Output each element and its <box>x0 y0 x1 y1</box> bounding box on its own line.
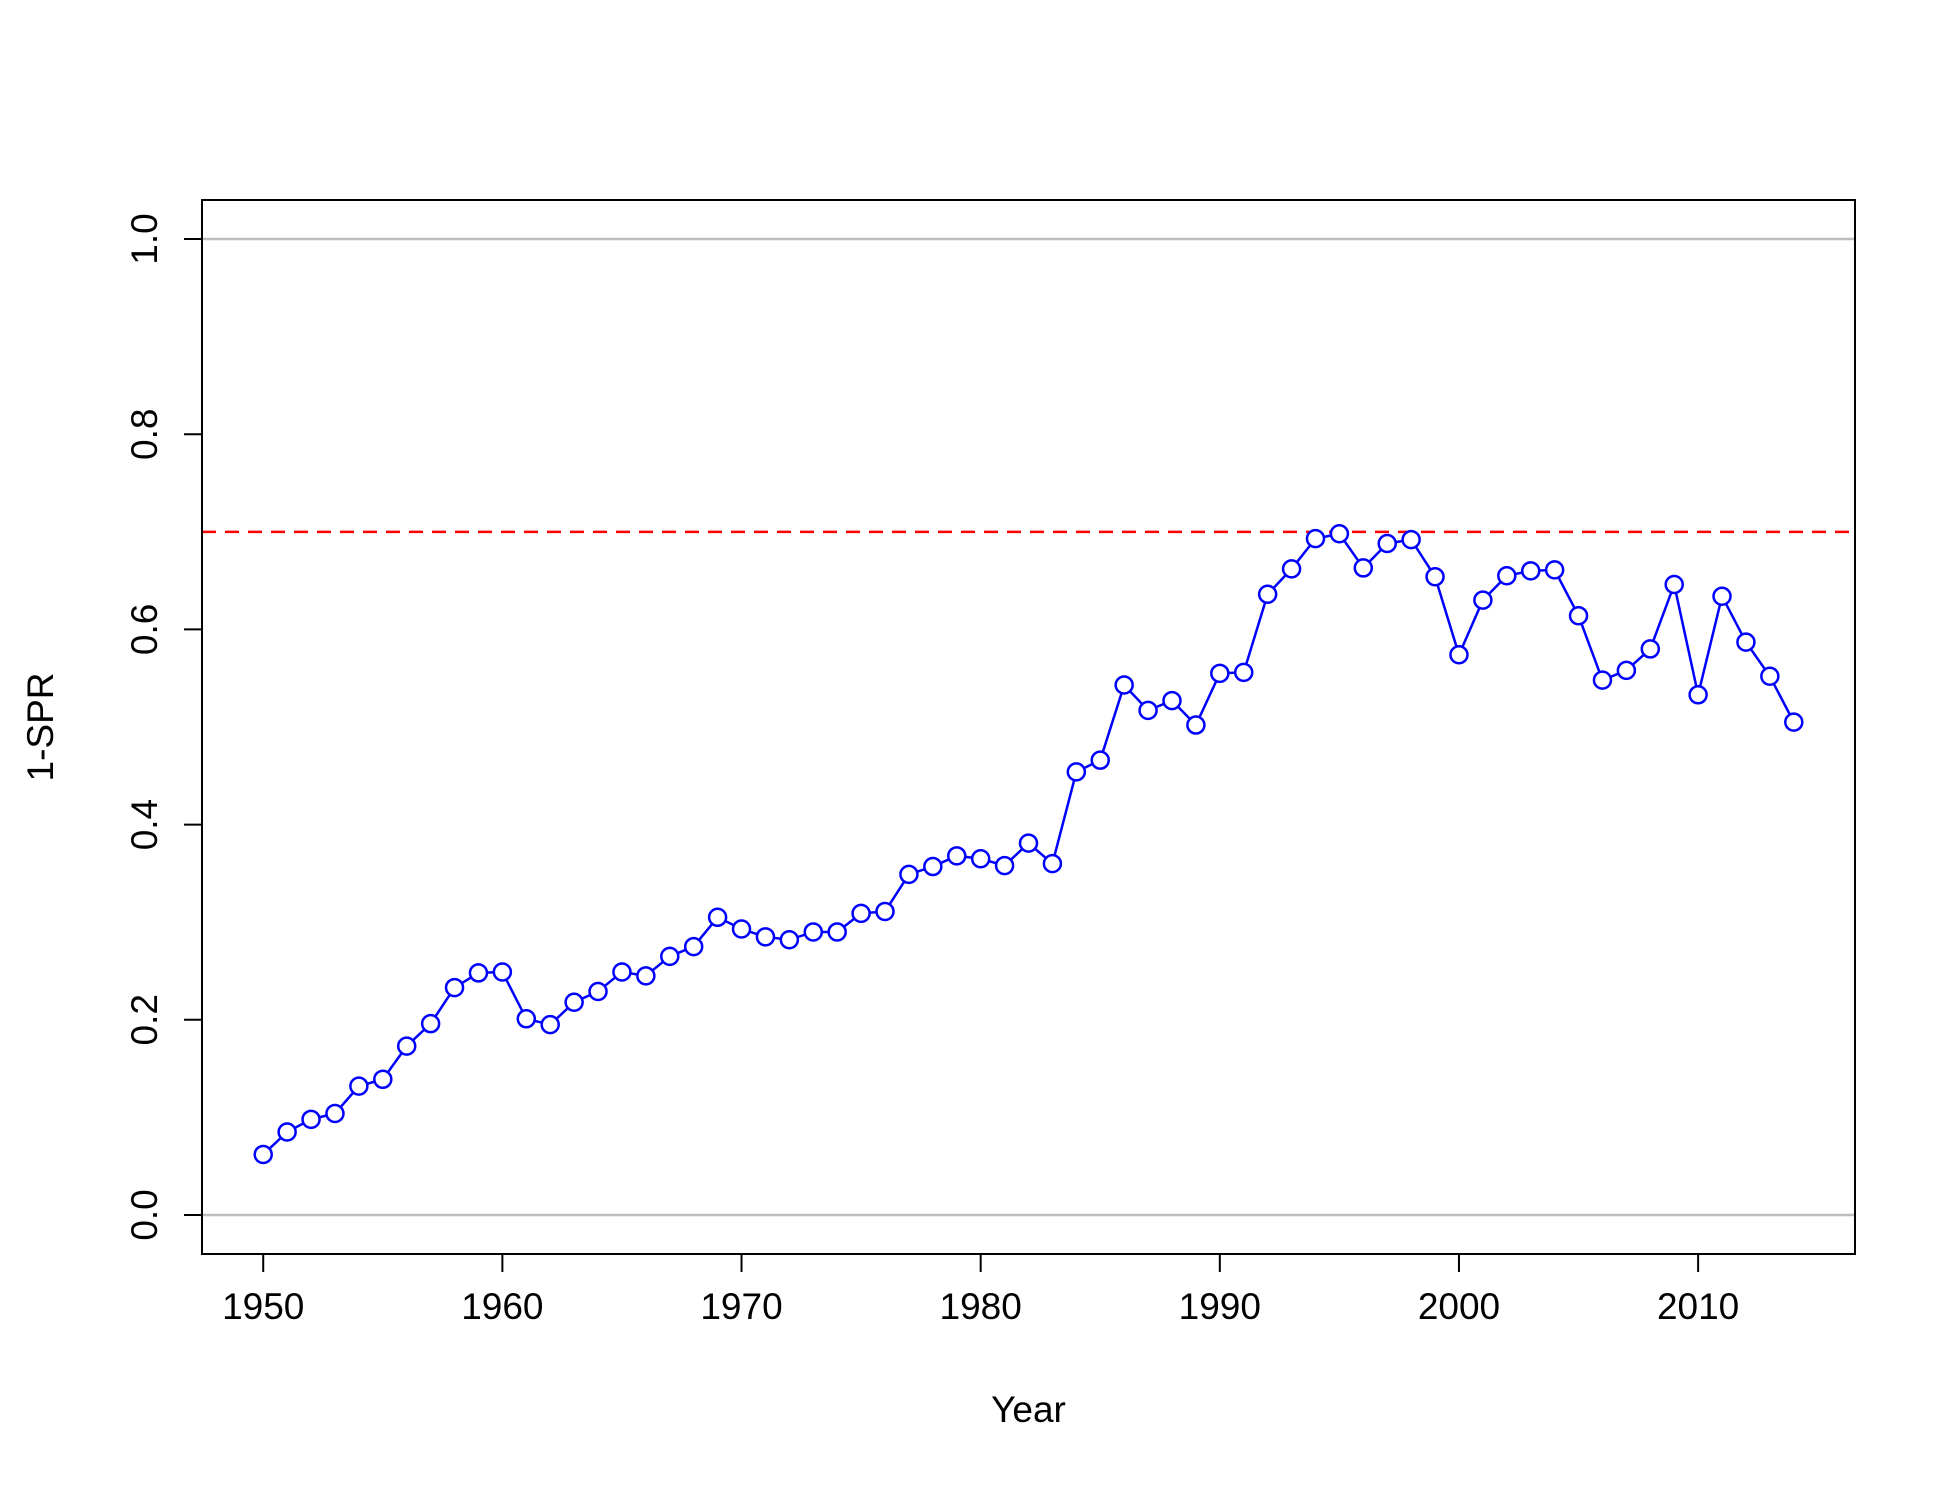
data-point <box>731 919 752 939</box>
data-point <box>253 1144 273 1165</box>
data-point <box>875 901 895 922</box>
data-point <box>373 1069 393 1090</box>
data-point <box>1616 660 1637 681</box>
data-point <box>1449 645 1469 665</box>
data-point <box>1473 590 1493 610</box>
data-point <box>660 946 680 967</box>
x-tick-label: 2000 <box>1418 1286 1500 1327</box>
data-point <box>1688 685 1708 705</box>
data-point <box>1090 750 1110 770</box>
y-tick-label: 0.2 <box>124 994 165 1045</box>
x-axis: 1950 1960 1970 1980 1990 2000 2010 <box>222 1253 1739 1327</box>
data-point <box>1329 524 1350 544</box>
data-point <box>1640 639 1661 659</box>
data-point <box>707 907 728 928</box>
data-point <box>1784 712 1804 732</box>
series-layer <box>253 524 1804 1165</box>
data-point <box>1736 632 1756 652</box>
data-point <box>277 1122 297 1142</box>
data-point <box>1377 533 1397 554</box>
series-0 <box>253 524 1804 1165</box>
data-point <box>612 962 632 982</box>
data-point <box>755 927 776 947</box>
data-point <box>1138 700 1158 721</box>
x-tick-label: 1990 <box>1179 1286 1261 1327</box>
data-point <box>803 922 824 942</box>
data-point <box>1018 833 1039 853</box>
data-point <box>1401 529 1421 550</box>
data-point <box>1497 565 1517 586</box>
data-point <box>779 930 800 950</box>
data-point <box>1042 853 1063 874</box>
reference-lines <box>202 237 1855 1217</box>
data-point <box>420 1013 441 1034</box>
data-point <box>1186 715 1206 735</box>
data-point <box>1664 574 1684 595</box>
data-point <box>923 856 943 877</box>
data-point <box>1425 566 1445 587</box>
x-tick-label: 1970 <box>700 1286 782 1327</box>
data-point <box>1114 675 1134 695</box>
data-point <box>444 977 465 998</box>
y-tick-label: 0.4 <box>124 799 165 850</box>
data-point <box>325 1103 345 1124</box>
data-point <box>1544 560 1565 580</box>
data-point <box>540 1014 560 1035</box>
data-point <box>636 966 656 986</box>
data-point <box>516 1009 537 1029</box>
data-point <box>564 992 584 1012</box>
data-point <box>947 846 967 866</box>
y-axis: 0.0 0.2 0.4 0.6 0.8 1.0 <box>124 213 203 1241</box>
y-tick-label: 0.6 <box>124 604 165 655</box>
data-point <box>851 903 871 924</box>
data-point <box>1210 663 1230 684</box>
data-point <box>1760 666 1780 687</box>
data-point <box>1568 605 1589 626</box>
data-point <box>588 981 608 1002</box>
x-tick-label: 1960 <box>461 1286 543 1327</box>
data-point <box>994 855 1015 876</box>
data-point <box>1281 559 1302 579</box>
data-point <box>492 962 513 982</box>
data-point <box>1592 670 1613 690</box>
x-tick-label: 2010 <box>1657 1286 1739 1327</box>
data-point <box>1162 690 1182 711</box>
data-point <box>899 864 919 885</box>
x-tick-label: 1950 <box>222 1286 304 1327</box>
data-point <box>1520 561 1541 581</box>
y-tick-label: 1.0 <box>124 213 165 264</box>
data-point <box>970 849 991 869</box>
y-axis-label: 1-SPR <box>20 673 61 782</box>
data-point <box>349 1076 369 1096</box>
x-axis-label: Year <box>991 1389 1066 1430</box>
data-point <box>468 963 489 983</box>
data-point <box>396 1036 417 1056</box>
plot-frame <box>201 199 1856 1255</box>
y-tick-label: 0.8 <box>124 409 165 460</box>
data-point <box>1712 586 1732 606</box>
data-point <box>683 936 704 957</box>
data-point <box>1353 558 1374 578</box>
data-point <box>1257 584 1278 605</box>
x-tick-label: 1980 <box>940 1286 1022 1327</box>
data-point <box>1066 762 1087 782</box>
y-tick-label: 0.0 <box>124 1189 165 1240</box>
data-point <box>1305 528 1326 549</box>
data-point <box>1233 662 1254 683</box>
data-point <box>301 1109 321 1130</box>
data-point <box>827 922 847 942</box>
